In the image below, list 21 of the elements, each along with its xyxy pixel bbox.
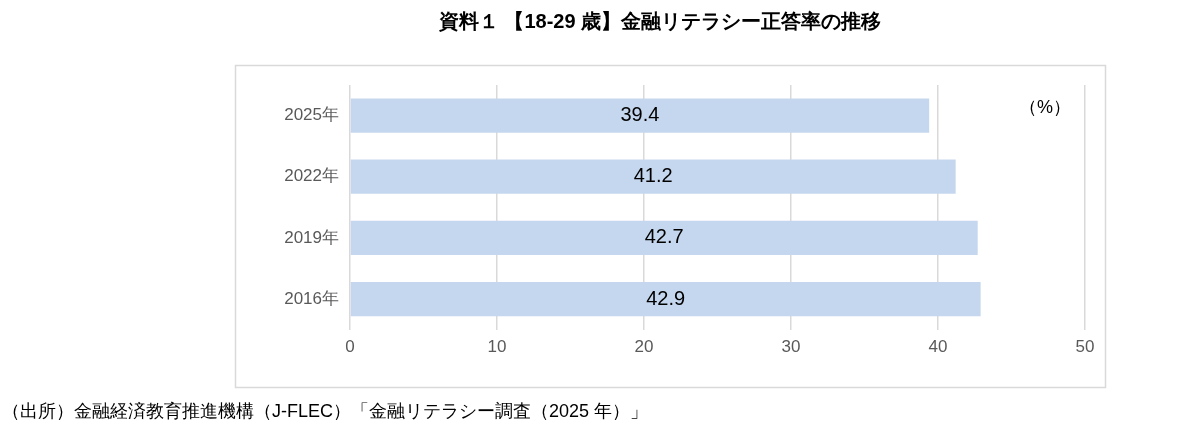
x-tick-label: 0: [345, 337, 355, 357]
y-tick-label: 2019年: [284, 227, 339, 247]
y-tick-label: 2022年: [284, 166, 339, 186]
data-label: 41.2: [633, 164, 673, 187]
x-tick-label: 50: [1075, 337, 1095, 357]
chart-title: 資料１ 【18-29 歳】金融リテラシー正答率の推移: [437, 9, 882, 32]
y-tick-label: 2025年: [284, 105, 339, 125]
data-label: 42.9: [646, 286, 686, 309]
x-tick-label: 10: [487, 337, 507, 357]
text: （出所）金融経済教育推進機構（J-FLEC）「金融リテラシー調査（2025 年）」: [2, 400, 649, 421]
x-tick-label: 40: [928, 337, 948, 357]
x-tick-label: 30: [781, 337, 801, 357]
y-tick-label: 2016年: [284, 288, 339, 308]
data-label: 39.4: [620, 103, 660, 126]
bar: [350, 98, 930, 133]
bar: [350, 281, 981, 317]
annotation: （%）: [1018, 96, 1072, 117]
bar: [350, 159, 956, 194]
bar: [350, 220, 978, 255]
x-tick-label: 20: [634, 337, 654, 357]
data-label: 42.7: [644, 225, 684, 248]
